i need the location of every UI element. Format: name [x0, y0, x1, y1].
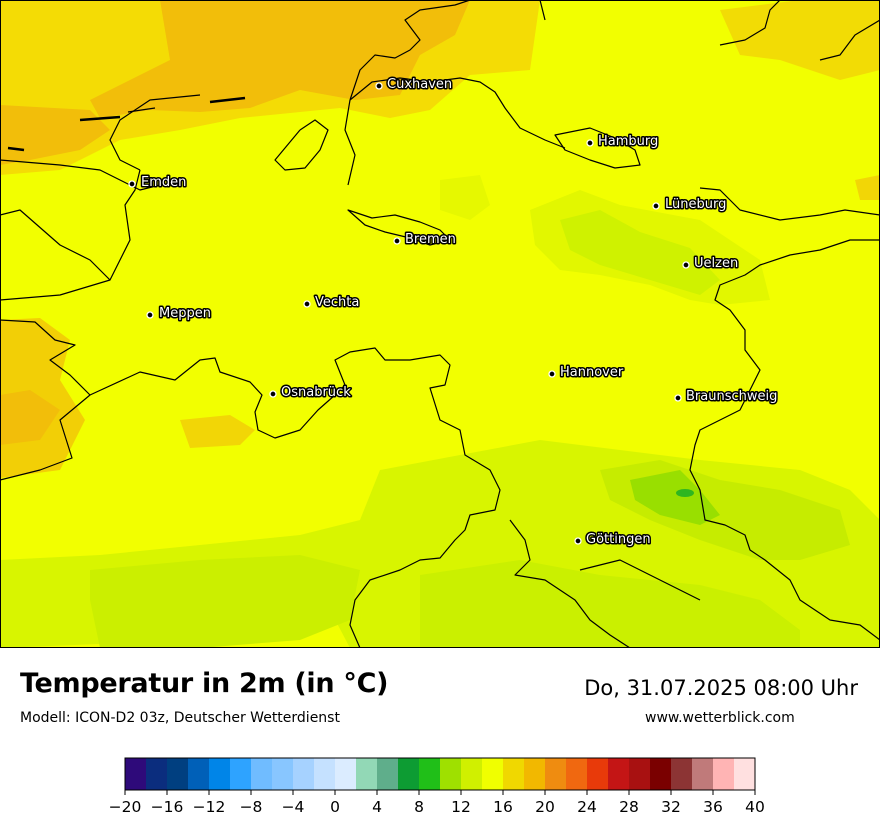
map-title: Temperatur in 2m (in °C) [20, 668, 389, 699]
legend-swatch [566, 758, 588, 790]
legend-swatch [524, 758, 546, 790]
legend-swatch [545, 758, 567, 790]
legend-tick-label: −16 [151, 798, 184, 816]
legend-tick-label: 8 [414, 798, 424, 816]
legend-swatch [251, 758, 273, 790]
svg-text:Lüneburg: Lüneburg [665, 197, 726, 212]
legend-tick-label: −12 [193, 798, 226, 816]
legend-swatch [188, 758, 210, 790]
legend-tick-label: 40 [745, 798, 765, 816]
legend-swatch [419, 758, 441, 790]
legend-swatch [146, 758, 168, 790]
legend-tick-label: 20 [535, 798, 555, 816]
legend-swatch [356, 758, 378, 790]
legend-swatch [272, 758, 294, 790]
legend-swatch [230, 758, 252, 790]
legend-tick-label: 28 [619, 798, 639, 816]
city-emden[interactable]: Emden [128, 174, 188, 192]
city-bremen[interactable]: Bremen [393, 231, 457, 249]
svg-text:Uelzen: Uelzen [694, 256, 738, 271]
city-osnabrueck[interactable]: Osnabrück [269, 384, 353, 402]
legend-frame [124, 757, 756, 791]
city-vechta[interactable]: Vechta [303, 294, 361, 312]
legend-swatch [692, 758, 714, 790]
legend-swatch [440, 758, 462, 790]
legend-swatch [398, 758, 420, 790]
legend-tick-label: 36 [703, 798, 723, 816]
svg-text:Meppen: Meppen [159, 306, 211, 321]
legend-swatch [314, 758, 336, 790]
color-legend: −20 −16 −12 −8 −4 0 4 8 12 16 20 24 28 32 36 40 [110, 757, 765, 816]
borders [0, 0, 880, 648]
legend-tick-label: −8 [240, 798, 263, 816]
city-markers: Cuxhaven Hamburg Emden Lüneburg Bremen U… [128, 76, 779, 549]
svg-text:Bremen: Bremen [405, 232, 456, 247]
legend-swatch [650, 758, 672, 790]
legend-swatch [587, 758, 609, 790]
svg-text:Emden: Emden [141, 175, 186, 190]
svg-text:Vechta: Vechta [315, 295, 359, 310]
temperature-field-warm [0, 0, 880, 478]
legend-swatches [125, 758, 756, 790]
legend-swatch [125, 758, 147, 790]
legend-swatch [734, 758, 756, 790]
city-uelzen[interactable]: Uelzen [682, 255, 740, 273]
city-cuxhaven[interactable]: Cuxhaven [375, 76, 454, 94]
temperature-map: Cuxhaven Hamburg Emden Lüneburg Bremen U… [0, 0, 880, 648]
temperature-field-cool [0, 175, 880, 648]
legend-swatch [377, 758, 399, 790]
legend-swatch [335, 758, 357, 790]
city-lueneburg[interactable]: Lüneburg [652, 196, 728, 214]
svg-text:Braunschweig: Braunschweig [686, 389, 777, 404]
legend-swatch [482, 758, 504, 790]
website-link[interactable]: www.wetterblick.com [645, 710, 795, 726]
legend-tick-label: 4 [372, 798, 382, 816]
svg-text:Göttingen: Göttingen [586, 532, 651, 547]
legend-swatch [209, 758, 231, 790]
model-source: Modell: ICON-D2 03z, Deutscher Wetterdie… [20, 710, 340, 726]
legend-ticks: −20 −16 −12 −8 −4 0 4 8 12 16 20 24 28 32 36 40 [110, 790, 765, 816]
legend-tick-label: 0 [330, 798, 340, 816]
legend-swatch [713, 758, 735, 790]
legend-swatch [671, 758, 693, 790]
city-meppen[interactable]: Meppen [146, 305, 212, 323]
legend-tick-label: 12 [451, 798, 471, 816]
legend-tick-label: −20 [110, 798, 141, 816]
svg-text:Osnabrück: Osnabrück [281, 385, 351, 400]
legend-swatch [293, 758, 315, 790]
city-hannover[interactable]: Hannover [548, 364, 625, 382]
legend-swatch [167, 758, 189, 790]
legend-swatch [461, 758, 483, 790]
legend-swatch [608, 758, 630, 790]
svg-text:Hannover: Hannover [560, 365, 624, 380]
svg-text:Hamburg: Hamburg [598, 134, 658, 149]
legend-swatch [503, 758, 525, 790]
legend-tick-label: 24 [577, 798, 597, 816]
city-goettingen[interactable]: Göttingen [574, 531, 652, 549]
legend-tick-label: −4 [282, 798, 305, 816]
legend-swatch [629, 758, 651, 790]
legend-tick-label: 16 [493, 798, 513, 816]
svg-text:Cuxhaven: Cuxhaven [387, 77, 452, 92]
city-hamburg[interactable]: Hamburg [586, 133, 660, 151]
city-braunschweig[interactable]: Braunschweig [674, 388, 779, 406]
forecast-datetime: Do, 31.07.2025 08:00 Uhr [584, 676, 858, 700]
legend-tick-label: 32 [661, 798, 681, 816]
